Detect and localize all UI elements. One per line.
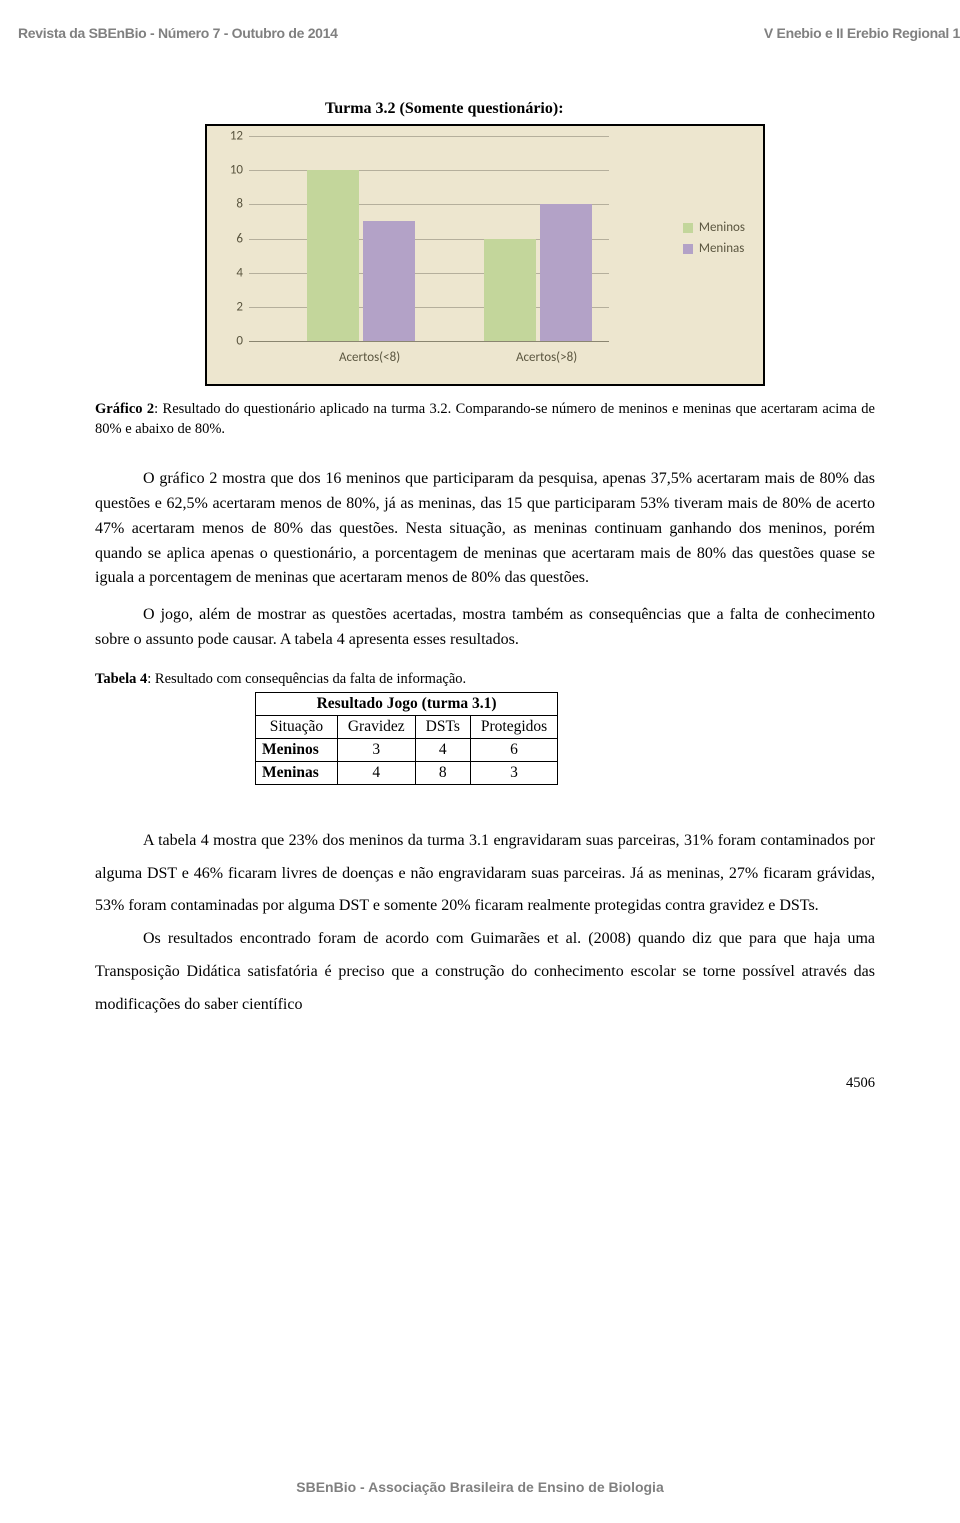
table-row-header: Meninos <box>256 738 338 761</box>
chart-ytick-label: 0 <box>236 334 243 349</box>
chart-ytick-label: 8 <box>236 197 243 212</box>
caption-prefix: Tabela 4 <box>95 671 147 687</box>
table-row: Meninas 4 8 3 <box>256 761 558 784</box>
header-right: V Enebio e II Erebio Regional 1 <box>764 25 960 41</box>
table-title: Resultado Jogo (turma 3.1) <box>256 692 558 715</box>
body-paragraph: A tabela 4 mostra que 23% dos meninos da… <box>95 825 875 923</box>
chart-bar <box>363 221 415 341</box>
table-header-row: Situação Gravidez DSTs Protegidos <box>256 715 558 738</box>
chart-gridline <box>249 170 609 171</box>
table-row-header: Meninas <box>256 761 338 784</box>
chart-ytick-label: 6 <box>236 231 243 246</box>
table-cell: 4 <box>415 738 470 761</box>
page-number: 4506 <box>95 1075 875 1092</box>
chart-gridline <box>249 136 609 137</box>
body-paragraph: O gráfico 2 mostra que dos 16 meninos qu… <box>95 467 875 591</box>
chart-gridline <box>249 341 609 342</box>
chart-bar <box>307 170 359 341</box>
chart-ytick-label: 4 <box>236 265 243 280</box>
chart-box: 024681012Acertos(<8)Acertos(>8) Meninos … <box>205 124 765 386</box>
table-cell: 3 <box>337 738 415 761</box>
table-resultado-jogo: Resultado Jogo (turma 3.1) Situação Grav… <box>255 692 558 785</box>
chart-plot-area: 024681012Acertos(<8)Acertos(>8) <box>249 136 609 341</box>
chart-ytick-label: 2 <box>236 299 243 314</box>
table-cell: 3 <box>470 761 557 784</box>
legend-item: Meninas <box>683 241 745 256</box>
legend-swatch-meninos <box>683 223 693 233</box>
legend-item: Meninos <box>683 220 745 235</box>
header-left: Revista da SBEnBio - Número 7 - Outubro … <box>18 25 338 41</box>
table-col-header: Gravidez <box>337 715 415 738</box>
chart-ytick-label: 10 <box>230 163 243 178</box>
chart-ytick-label: 12 <box>230 129 243 144</box>
table-cell: 4 <box>337 761 415 784</box>
legend-swatch-meninas <box>683 244 693 254</box>
chart-title: Turma 3.2 (Somente questionário): <box>325 100 765 118</box>
legend-label: Meninos <box>699 220 745 235</box>
table-col-header: DSTs <box>415 715 470 738</box>
table-cell: 8 <box>415 761 470 784</box>
chart-xtick-label: Acertos(<8) <box>339 350 400 365</box>
table-col-header: Protegidos <box>470 715 557 738</box>
chart-legend: Meninos Meninas <box>683 214 745 262</box>
chart-block: Turma 3.2 (Somente questionário): 024681… <box>205 100 765 386</box>
table-title-row: Resultado Jogo (turma 3.1) <box>256 692 558 715</box>
chart-bar <box>540 204 592 341</box>
legend-label: Meninas <box>699 241 745 256</box>
footer-text: SBEnBio - Associação Brasileira de Ensin… <box>0 1479 960 1495</box>
table-row: Meninos 3 4 6 <box>256 738 558 761</box>
chart-xtick-label: Acertos(>8) <box>516 350 577 365</box>
figure-caption: Gráfico 2: Resultado do questionário apl… <box>95 400 875 439</box>
chart-bar <box>484 239 536 342</box>
table-cell: 6 <box>470 738 557 761</box>
caption-prefix: Gráfico 2 <box>95 401 154 417</box>
page: Revista da SBEnBio - Número 7 - Outubro … <box>0 0 960 1523</box>
caption-text: : Resultado do questionário aplicado na … <box>95 401 875 437</box>
body-paragraph: Os resultados encontrado foram de acordo… <box>95 923 875 1021</box>
body-paragraph: O jogo, além de mostrar as questões acer… <box>95 603 875 653</box>
table-col-header: Situação <box>256 715 338 738</box>
caption-text: : Resultado com consequências da falta d… <box>147 671 466 687</box>
table-caption: Tabela 4: Resultado com consequências da… <box>95 671 875 688</box>
